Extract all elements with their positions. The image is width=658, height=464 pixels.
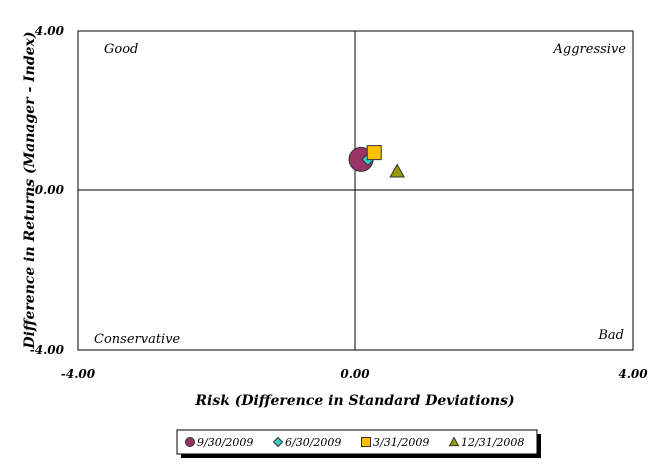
quadrant-label-conservative: Conservative — [94, 332, 181, 347]
legend-box — [176, 429, 538, 455]
legend-label-12-31-2008: 12/31/2008 — [461, 436, 524, 449]
legend-marker-9-30-2009 — [185, 437, 195, 447]
legend-label-3-31-2009: 3/31/2009 — [373, 436, 429, 449]
data-point-3-31-2009 — [366, 145, 382, 161]
legend-label-6-30-2009: 6/30/2009 — [285, 436, 341, 449]
data-point-12-31-2008 — [389, 163, 405, 178]
legend-marker-12-31-2008 — [448, 436, 460, 447]
legend-label-9-30-2009: 9/30/2009 — [197, 436, 253, 449]
quadrant-label-aggressive: Aggressive — [553, 42, 627, 57]
legend-marker-6-30-2009 — [272, 436, 284, 448]
quadrant-label-bad: Bad — [597, 328, 624, 343]
data-markers — [348, 145, 405, 178]
legend-items: 9/30/2009 6/30/2009 3/31/2009 12/31/2008 — [185, 436, 524, 449]
y-axis-title: Difference in Returns (Manager - Index) — [22, 31, 38, 349]
quadrant-label-good: Good — [104, 42, 138, 57]
y-tick-label-middle: 0.00 — [35, 183, 65, 197]
y-tick-label-top: 4.00 — [35, 24, 65, 38]
x-tick-label-right: 4.00 — [618, 367, 648, 381]
y-tick-label-bottom: -4.00 — [30, 343, 65, 357]
x-tick-label-middle: 0.00 — [340, 367, 370, 381]
legend: 9/30/2009 6/30/2009 3/31/2009 12/31/2008 — [176, 429, 541, 458]
x-axis-title: Risk (Difference in Standard Deviations) — [194, 393, 514, 409]
legend-marker-3-31-2009 — [361, 437, 371, 447]
x-tick-label-left: -4.00 — [61, 367, 96, 381]
